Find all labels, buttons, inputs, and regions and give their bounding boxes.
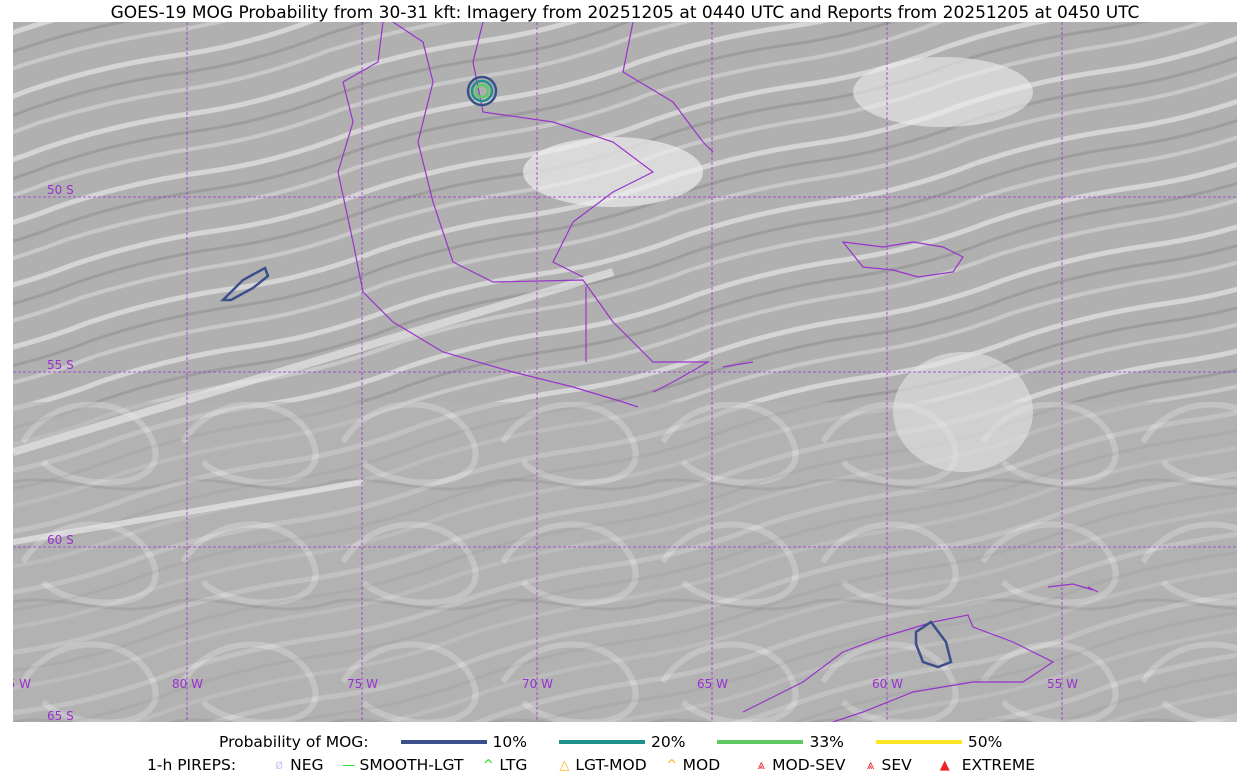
filled-triangle-icon: ▲ — [939, 757, 950, 773]
svg-text:50 S: 50 S — [47, 183, 74, 197]
svg-text:65 S: 65 S — [47, 709, 74, 722]
svg-text:70 W: 70 W — [522, 677, 553, 691]
line-icon: — — [342, 757, 356, 773]
legend-ltg: LTG — [499, 756, 528, 774]
double-caret-bar-icon: ⩓ — [757, 757, 765, 773]
contour-33-percent — [474, 83, 490, 99]
svg-text:55 S: 55 S — [47, 358, 74, 372]
probability-legend-label: Probability of MOG: — [219, 733, 369, 751]
svg-text:55 W: 55 W — [1047, 677, 1078, 691]
svg-text:80 W: 80 W — [172, 677, 203, 691]
swatch-10-icon — [400, 740, 487, 744]
double-caret-icon: ⩓ — [866, 757, 875, 773]
swatch-50-icon — [875, 740, 962, 744]
legend-mod: MOD — [682, 756, 721, 774]
caret-icon: ^ — [666, 757, 678, 773]
svg-text:60 S: 60 S — [47, 533, 74, 547]
svg-text:65 W: 65 W — [697, 677, 728, 691]
contour-10-percent — [466, 75, 498, 107]
swatch-33-icon — [717, 740, 804, 744]
caret-bar-icon: △ — [559, 757, 570, 773]
imagery-swirl — [13, 402, 1237, 722]
legend-mod-sev: MOD-SEV — [772, 756, 846, 774]
satellite-map: 50 S 55 S 60 S 65 S 85 W 80 W 75 W 70 W … — [13, 22, 1237, 722]
svg-text:60 W: 60 W — [872, 677, 903, 691]
caret-icon: ^ — [482, 757, 494, 773]
legend-20: 20% — [651, 733, 686, 751]
graticule — [13, 22, 1237, 722]
legend-33: 33% — [809, 733, 844, 751]
mog-contours — [219, 75, 953, 669]
legend-smooth-lgt: SMOOTH-LGT — [359, 756, 464, 774]
legend-extreme: EXTREME — [961, 756, 1036, 774]
swatch-20-icon — [559, 740, 645, 744]
legend-lgt-mod: LGT-MOD — [575, 756, 647, 774]
contour-10-percent — [914, 620, 953, 669]
pirep-legend: 1-h PIREPS: ø NEG — SMOOTH-LGT ^ LTG △ LGT-M… — [0, 756, 1250, 774]
contour-20-percent — [470, 79, 494, 103]
map-title: GOES-19 MOG Probability from 30-31 kft: … — [110, 3, 1140, 23]
legend-10: 10% — [492, 733, 527, 751]
neg-icon: ø — [275, 757, 284, 773]
svg-text:85 W: 85 W — [13, 677, 31, 691]
legend-neg: NEG — [290, 756, 324, 774]
pirep-legend-label: 1-h PIREPS: — [147, 756, 237, 774]
legend-50: 50% — [967, 733, 1003, 751]
legend-sev: SEV — [881, 756, 912, 774]
svg-text:75 W: 75 W — [347, 677, 378, 691]
contour-10-percent — [219, 266, 270, 302]
longitude-labels: 85 W 80 W 75 W 70 W 65 W 60 W 55 W — [13, 677, 1078, 691]
latitude-labels: 50 S 55 S 60 S 65 S — [47, 183, 74, 722]
probability-legend: Probability of MOG: 10% 20% 33% 50% — [0, 733, 1250, 751]
